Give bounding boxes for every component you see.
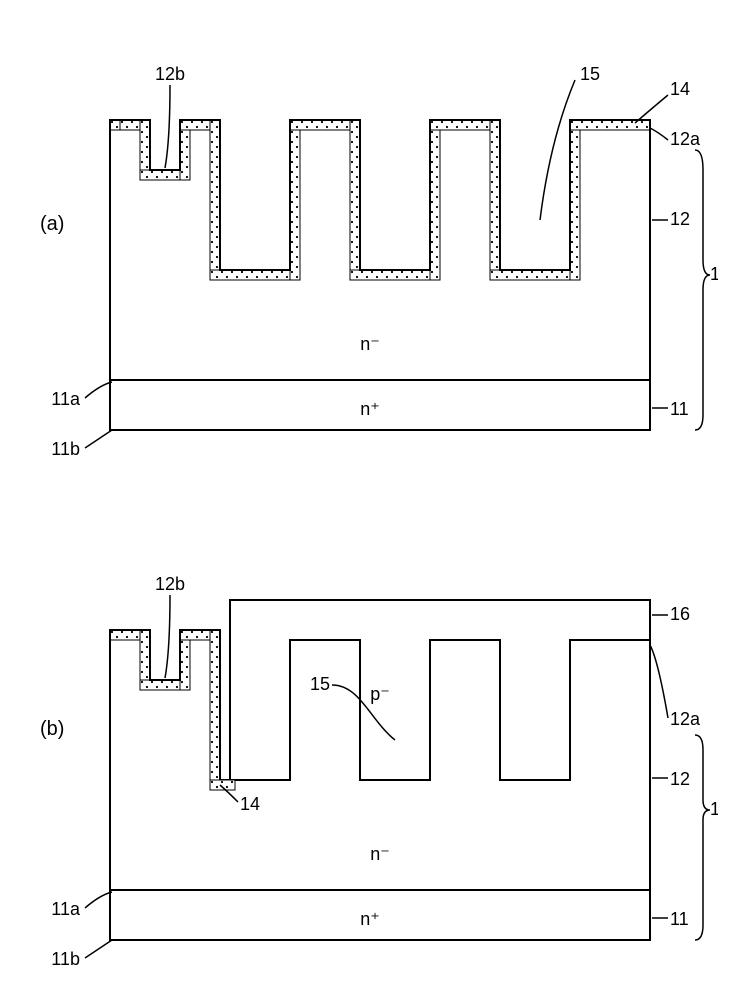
dot-seg <box>350 120 360 270</box>
dot-seg <box>110 120 120 130</box>
dot-seg-b <box>210 630 220 780</box>
dot-seg <box>490 270 580 280</box>
substrate-11-b <box>110 890 650 940</box>
callout-12b-a: 12b <box>155 64 185 84</box>
n-plus-label-b: n⁺ <box>360 909 380 929</box>
callout-11a-a: 11a <box>51 389 81 409</box>
diagram-container: (a) n⁺ n⁻ <box>20 20 718 980</box>
p-minus-label-b: p⁻ <box>370 684 390 704</box>
dot-seg <box>290 120 300 280</box>
n-minus-label-a: n⁻ <box>360 334 380 354</box>
callout-14-a: 14 <box>670 79 690 99</box>
dot-seg <box>490 120 500 270</box>
bracket-10-b <box>695 735 710 940</box>
dot-seg <box>430 120 440 280</box>
callout-11a-b: 11a <box>51 899 81 919</box>
dot-seg <box>210 120 220 270</box>
callout-12a-a: 12a <box>670 129 701 149</box>
bracket-10-a <box>695 150 710 430</box>
callout-11b-a: 11b <box>51 439 80 459</box>
callout-12-b: 12 <box>670 769 690 789</box>
n-minus-label-b: n⁻ <box>370 844 390 864</box>
callout-12-a: 12 <box>670 209 690 229</box>
callout-11-b: 11 <box>670 909 689 929</box>
dot-seg <box>140 120 150 170</box>
callout-12b-b: 12b <box>155 574 185 594</box>
dot-seg <box>570 120 580 280</box>
leader-12a-b <box>650 645 668 718</box>
dot-seg-b <box>140 630 150 680</box>
callout-15-a: 15 <box>580 64 600 84</box>
dot-seg <box>350 270 440 280</box>
leader-11a-b <box>85 892 112 908</box>
callout-12a-b: 12a <box>670 709 701 729</box>
callout-14-b: 14 <box>240 794 260 814</box>
leader-12b-b <box>165 595 170 678</box>
callout-11-a: 11 <box>670 399 689 419</box>
n-plus-label-a: n⁺ <box>360 399 380 419</box>
leader-11b-b <box>85 940 112 958</box>
figure-a: (a) n⁺ n⁻ <box>40 64 718 459</box>
callout-11b-b: 11b <box>51 949 80 969</box>
leader-11b-a <box>85 430 112 448</box>
dot-seg-b <box>210 780 235 790</box>
dot-seg <box>210 270 300 280</box>
callout-15-b: 15 <box>310 674 330 694</box>
diagram-svg: (a) n⁺ n⁻ <box>20 20 718 980</box>
dot-seg <box>570 120 650 130</box>
callout-16-b: 16 <box>670 604 690 624</box>
figure-b: (b) n⁺ p⁻ n⁻ 12b 14 15 11a 11b 16 12a 12 <box>40 574 718 969</box>
panel-label-b: (b) <box>40 718 64 740</box>
callout-10-b: 10 <box>710 799 718 819</box>
callout-10-a: 10 <box>710 264 718 284</box>
panel-label-a: (a) <box>40 213 64 235</box>
